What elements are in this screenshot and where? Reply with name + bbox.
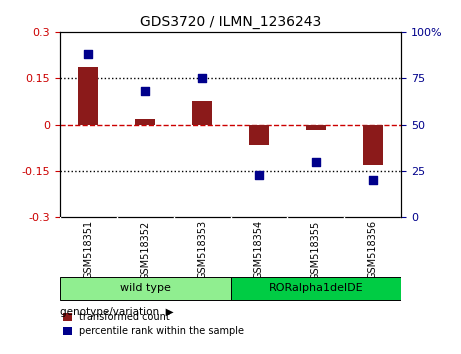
Bar bbox=[63, 313, 72, 321]
Bar bbox=[78, 67, 98, 125]
Title: GDS3720 / ILMN_1236243: GDS3720 / ILMN_1236243 bbox=[140, 16, 321, 29]
Point bbox=[198, 75, 206, 81]
Text: GSM518355: GSM518355 bbox=[311, 220, 321, 280]
Text: GSM518352: GSM518352 bbox=[140, 220, 150, 280]
Bar bbox=[306, 125, 326, 130]
Bar bbox=[135, 119, 155, 125]
Text: GSM518351: GSM518351 bbox=[83, 220, 94, 279]
Point bbox=[312, 159, 319, 165]
Bar bbox=[63, 327, 72, 335]
Text: GSM518356: GSM518356 bbox=[367, 220, 378, 279]
Bar bbox=[363, 125, 383, 165]
FancyBboxPatch shape bbox=[230, 277, 401, 300]
Bar bbox=[249, 125, 269, 145]
Point bbox=[369, 177, 376, 183]
Text: percentile rank within the sample: percentile rank within the sample bbox=[79, 326, 244, 336]
Text: GSM518353: GSM518353 bbox=[197, 220, 207, 279]
Point bbox=[255, 172, 263, 178]
Point bbox=[85, 51, 92, 57]
FancyBboxPatch shape bbox=[60, 277, 230, 300]
Bar bbox=[192, 102, 212, 125]
Text: wild type: wild type bbox=[120, 284, 171, 293]
Text: transformed count: transformed count bbox=[79, 312, 170, 322]
Text: GSM518354: GSM518354 bbox=[254, 220, 264, 279]
Text: genotype/variation  ▶: genotype/variation ▶ bbox=[60, 307, 173, 317]
Text: RORalpha1delDE: RORalpha1delDE bbox=[268, 284, 363, 293]
Point bbox=[142, 88, 149, 94]
